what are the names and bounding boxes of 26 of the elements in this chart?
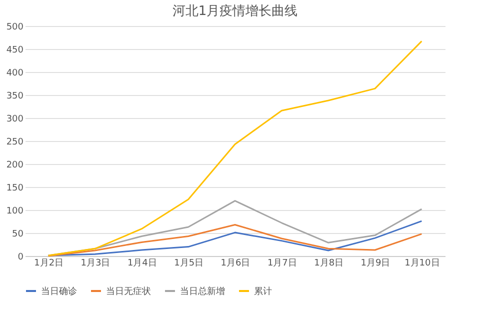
y-tick-label: 150 — [6, 184, 24, 194]
y-tick-label: 450 — [6, 46, 24, 56]
y-tick-label: 250 — [6, 138, 24, 148]
x-tick-label: 1月10日 — [404, 258, 440, 268]
legend-label: 当日总新增 — [180, 286, 225, 297]
y-tick-label: 300 — [6, 114, 24, 124]
x-tick-label: 1月5日 — [174, 258, 204, 268]
line-series — [48, 40, 422, 256]
x-tick-label: 1月2日 — [34, 258, 64, 268]
x-tick-label: 1月3日 — [80, 258, 110, 268]
y-tick-label: 100 — [6, 206, 24, 216]
y-tick-label: 200 — [6, 160, 24, 170]
legend-label: 累计 — [254, 286, 272, 297]
x-tick-label: 1月4日 — [127, 258, 157, 268]
x-tick-label: 1月8日 — [314, 258, 344, 268]
x-tick-label: 1月7日 — [267, 258, 297, 268]
x-tick-label: 1月6日 — [220, 258, 250, 268]
y-tick-label: 50 — [12, 230, 24, 240]
legend-label: 当日无症状 — [106, 286, 151, 297]
x-tick-label: 1月9日 — [360, 258, 390, 268]
y-tick-label: 400 — [6, 68, 24, 78]
y-tick-label: 0 — [18, 252, 24, 262]
y-tick-label: 500 — [6, 22, 24, 32]
legend-label: 当日确诊 — [41, 286, 77, 297]
y-tick-label: 350 — [6, 92, 24, 102]
chart-title: 河北1月疫情增长曲线 — [172, 4, 298, 19]
